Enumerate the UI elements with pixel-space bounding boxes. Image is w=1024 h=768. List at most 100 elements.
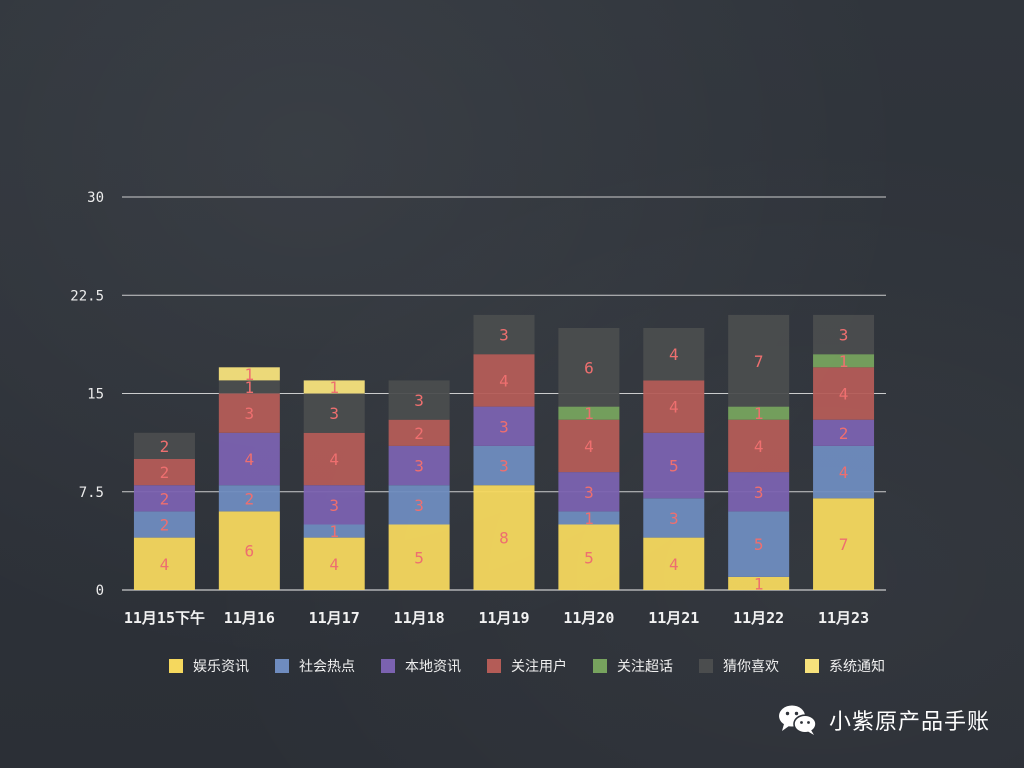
x-tick-label: 11月19 xyxy=(478,609,529,627)
data-label: 4 xyxy=(160,555,170,574)
data-label: 3 xyxy=(414,496,424,515)
bar-segment xyxy=(558,524,620,590)
data-label: 3 xyxy=(584,483,594,502)
bar-segment xyxy=(218,380,280,394)
bar-segment xyxy=(643,328,705,381)
bar-segment xyxy=(728,419,790,473)
bar-segment xyxy=(303,432,365,486)
bar-segment xyxy=(643,498,705,538)
bar-segment xyxy=(133,485,195,512)
data-label: 3 xyxy=(414,391,424,410)
legend-item: 系统通知 xyxy=(805,656,885,676)
bar-segment xyxy=(558,511,620,525)
bar-segment xyxy=(303,524,365,538)
y-tick-label: 30 xyxy=(87,190,104,206)
bar-segment xyxy=(473,485,535,590)
bar-segment xyxy=(643,380,705,433)
y-tick-label: 0 xyxy=(96,583,104,599)
bar-segment xyxy=(388,380,450,420)
bar-segment xyxy=(813,419,875,446)
bar-segment xyxy=(728,511,790,577)
legend-item: 关注超话 xyxy=(593,656,673,676)
data-label: 4 xyxy=(669,345,679,364)
bar-segment xyxy=(813,367,875,420)
data-label: 4 xyxy=(329,450,339,469)
y-tick-label: 22.5 xyxy=(70,288,104,304)
data-label: 3 xyxy=(754,483,764,502)
data-label: 1 xyxy=(584,509,594,528)
data-label: 5 xyxy=(414,548,424,567)
data-label: 3 xyxy=(499,457,509,476)
x-tick-label: 11月16 xyxy=(224,609,275,627)
bar-segment xyxy=(388,524,450,590)
bar-segment xyxy=(813,445,875,499)
legend-item: 本地资讯 xyxy=(381,656,461,676)
data-label: 2 xyxy=(160,463,170,482)
legend-swatch xyxy=(487,659,501,673)
bar-segment xyxy=(218,393,280,433)
bar-segment xyxy=(558,419,620,473)
bar-segment xyxy=(558,328,620,407)
legend-label: 关注用户 xyxy=(511,659,567,675)
data-label: 3 xyxy=(839,326,849,345)
data-label: 2 xyxy=(160,437,170,456)
data-label: 3 xyxy=(414,457,424,476)
x-tick-label: 11月18 xyxy=(394,609,445,627)
bar-segment xyxy=(643,432,705,499)
legend-swatch xyxy=(805,659,819,673)
legend-swatch xyxy=(699,659,713,673)
watermark: 小紫原产品手账 xyxy=(777,703,990,737)
bar-segment xyxy=(133,432,195,459)
legend-item: 关注用户 xyxy=(487,656,567,676)
data-label: 2 xyxy=(245,489,255,508)
wechat-icon xyxy=(778,705,817,735)
bar-segment xyxy=(218,367,280,381)
bar-segment xyxy=(218,511,280,590)
x-tick-label: 11月15下午 xyxy=(124,609,205,627)
data-label: 6 xyxy=(584,358,594,377)
bar-segment xyxy=(133,511,195,538)
data-label: 5 xyxy=(669,457,679,476)
x-tick-label: 11月21 xyxy=(648,609,699,627)
bar-segment xyxy=(473,406,535,446)
data-label: 3 xyxy=(245,404,255,423)
legend-label: 社会热点 xyxy=(299,659,355,675)
stacked-bar-chart: 4222262431141343153323833435134164354415… xyxy=(70,190,886,627)
x-tick-label: 11月17 xyxy=(309,609,360,627)
bar-segment xyxy=(473,445,535,486)
legend-label: 系统通知 xyxy=(829,659,885,675)
legend-label: 关注超话 xyxy=(617,659,673,675)
data-label: 2 xyxy=(839,424,849,443)
bar-segment xyxy=(728,472,790,512)
bar-segment xyxy=(728,314,790,407)
legend-label: 猜你喜欢 xyxy=(723,659,779,675)
data-label: 2 xyxy=(414,424,424,443)
bar-segment xyxy=(728,406,790,420)
data-label: 4 xyxy=(839,385,849,404)
bar-segment xyxy=(303,485,365,525)
data-label: 2 xyxy=(160,516,170,535)
bar-segment xyxy=(473,314,535,355)
data-label: 1 xyxy=(245,365,255,384)
bar-segment xyxy=(728,576,790,590)
bars xyxy=(133,314,875,590)
data-label: 4 xyxy=(245,450,255,469)
data-label: 4 xyxy=(329,555,339,574)
data-label: 5 xyxy=(754,535,764,554)
data-label: 3 xyxy=(329,496,339,515)
bar-segment xyxy=(218,485,280,512)
bar-segment xyxy=(813,314,875,355)
data-label: 1 xyxy=(329,378,339,397)
watermark-text: 小紫原产品手账 xyxy=(828,710,990,735)
legend-item: 猜你喜欢 xyxy=(699,656,779,676)
bar-segment xyxy=(303,380,365,394)
x-tick-label: 11月22 xyxy=(733,609,784,627)
data-label: 4 xyxy=(754,437,764,456)
data-label: 1 xyxy=(329,522,339,541)
bar-segment xyxy=(388,419,450,446)
legend-swatch xyxy=(593,659,607,673)
bar-segment xyxy=(388,445,450,486)
legend-swatch xyxy=(381,659,395,673)
